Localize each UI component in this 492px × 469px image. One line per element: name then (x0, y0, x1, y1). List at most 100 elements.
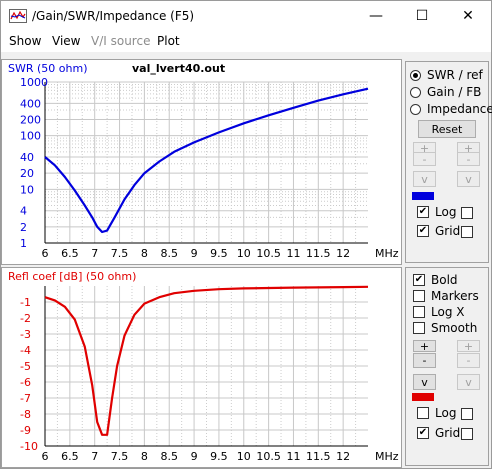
top-grid-label: Grid (435, 224, 461, 238)
check-icon[interactable]: ✔ (417, 427, 429, 439)
reset-button[interactable]: Reset (418, 120, 476, 138)
bottom-grid-right-checkbox[interactable] (461, 428, 473, 440)
y-tick-label: 100 (20, 130, 41, 143)
x-tick-label: 12 (336, 247, 350, 260)
y-axis-label: SWR (50 ohm) (8, 62, 88, 75)
logx-checkbox[interactable]: Log X (413, 305, 464, 319)
bottom-grid-checkbox[interactable]: ✔ Grid (417, 426, 460, 440)
smooth-checkbox[interactable]: Smooth (413, 321, 477, 335)
x-tick-label: 11 (286, 450, 300, 463)
radio-gain[interactable]: Gain / FB (410, 85, 481, 99)
log-box[interactable] (417, 407, 429, 419)
y-bottom-minus-button[interactable]: - (413, 353, 436, 368)
x-tick-label: 9 (191, 450, 198, 463)
x-tick-label: 6 (42, 247, 49, 260)
smooth-box[interactable] (413, 322, 425, 334)
check-icon[interactable]: ✔ (417, 206, 429, 218)
x-tick-label: 10.5 (256, 247, 281, 260)
y-top-down-button-right[interactable]: v (457, 171, 480, 187)
top-log-right-checkbox[interactable] (461, 207, 473, 219)
x-tick-label: 7.5 (111, 450, 129, 463)
bottom-log-right-checkbox[interactable] (461, 408, 473, 420)
x-tick-label: 9 (191, 247, 198, 260)
x-tick-label: 8 (141, 450, 148, 463)
menu-view[interactable]: View (52, 34, 81, 48)
x-tick-label: 8.5 (160, 247, 178, 260)
y-tick-label: -1 (20, 296, 31, 309)
x-tick-label: 11.5 (306, 247, 331, 260)
y-top-up-button-right[interactable]: + (457, 142, 480, 155)
y-top-down-button[interactable]: v (413, 171, 436, 187)
radio-impedance[interactable]: Impedance (410, 102, 492, 116)
markers-label: Markers (431, 289, 479, 303)
logx-box[interactable] (413, 306, 425, 318)
x-tick-label: 7 (91, 247, 98, 260)
x-tick-label: 6.5 (61, 450, 79, 463)
y-tick-label: 2 (20, 221, 27, 234)
x-tick-label: 10 (237, 450, 251, 463)
y-tick-label: 1000 (20, 76, 48, 89)
x-tick-label: 11.5 (306, 450, 331, 463)
top-grid-right-checkbox[interactable] (461, 226, 473, 238)
bold-checkbox[interactable]: ✔ Bold (413, 273, 458, 287)
file-name: val_lvert40.out (132, 62, 225, 75)
top-grid-checkbox[interactable]: ✔ Grid (417, 224, 460, 238)
close-button[interactable]: ✕ (445, 1, 491, 31)
maximize-button[interactable]: ☐ (399, 1, 445, 31)
x-axis-label: MHz (375, 450, 399, 463)
radio-swr-indicator[interactable] (410, 69, 421, 81)
x-tick-label: 9.5 (210, 247, 228, 260)
y-bottom-down-button-right[interactable]: v (457, 374, 480, 390)
y-tick-label: 20 (20, 167, 34, 180)
x-tick-label: 6.5 (61, 247, 79, 260)
app-chart-icon (9, 9, 27, 23)
check-icon[interactable]: ✔ (413, 274, 425, 286)
y-bottom-down-button[interactable]: v (413, 374, 436, 390)
y-bottom-minus-button-right[interactable]: - (457, 353, 480, 368)
markers-box[interactable] (413, 290, 425, 302)
y-top-minus-button-right[interactable]: - (457, 152, 480, 166)
y-tick-label: -7 (20, 392, 31, 405)
y-tick-label: -5 (20, 360, 31, 373)
x-tick-label: 9.5 (210, 450, 228, 463)
radio-impedance-indicator[interactable] (410, 103, 421, 115)
swr-color-swatch[interactable] (412, 192, 434, 200)
menu-show[interactable]: Show (9, 34, 42, 48)
radio-impedance-label: Impedance (427, 102, 492, 116)
radio-gain-indicator[interactable] (410, 86, 421, 98)
x-tick-label: 10.5 (256, 450, 281, 463)
x-tick-label: 7.5 (111, 247, 129, 260)
refl-plot: -1 -2 -3 -4 -5 -6 -7 -8 -9 -10 6 6.5 7 7.5 8 8.5 9 9.5 10 1… (1, 267, 402, 468)
bottom-control-panel: ✔ Bold Markers Log X Smooth + + - - v v … (405, 267, 489, 466)
y-top-minus-button[interactable]: - (413, 152, 436, 166)
markers-checkbox[interactable]: Markers (413, 289, 479, 303)
menu-plot[interactable]: Plot (157, 34, 180, 48)
y-tick-label: -10 (20, 440, 38, 453)
top-control-panel: SWR / ref Gain / FB Impedance Reset + + … (405, 61, 492, 263)
minimize-button[interactable]: — (353, 1, 399, 31)
check-icon[interactable]: ✔ (417, 225, 429, 237)
radio-swr-label: SWR / ref (427, 68, 483, 82)
swr-chart: 1000 400 200 100 40 20 10 4 2 1 6 6.5 7 7.5 8 8.5 9 9.5 10… (8, 62, 399, 260)
x-tick-label: 8.5 (160, 450, 178, 463)
refl-color-swatch[interactable] (412, 393, 434, 401)
x-tick-label: 6 (42, 450, 49, 463)
x-axis-label: MHz (375, 247, 399, 260)
menu-vi-source[interactable]: V/I source (91, 34, 151, 48)
bottom-log-checkbox[interactable]: Log (417, 406, 456, 420)
y-tick-label: -8 (20, 408, 31, 421)
top-log-checkbox[interactable]: ✔ Log (417, 205, 456, 219)
top-log-label: Log (435, 205, 457, 219)
logx-label: Log X (431, 305, 465, 319)
y-bottom-up-button[interactable]: + (413, 340, 436, 353)
minimize-icon: — (369, 8, 383, 24)
y-axis-label: Refl coef [dB] (50 ohm) (8, 270, 136, 283)
radio-selected-dot (413, 72, 418, 78)
y-tick-label: 40 (20, 151, 34, 164)
x-tick-label: 8 (141, 247, 148, 260)
radio-swr[interactable]: SWR / ref (410, 68, 483, 82)
y-bottom-up-button-right[interactable]: + (457, 340, 480, 353)
close-icon: ✕ (462, 8, 474, 24)
x-tick-label: 7 (91, 450, 98, 463)
